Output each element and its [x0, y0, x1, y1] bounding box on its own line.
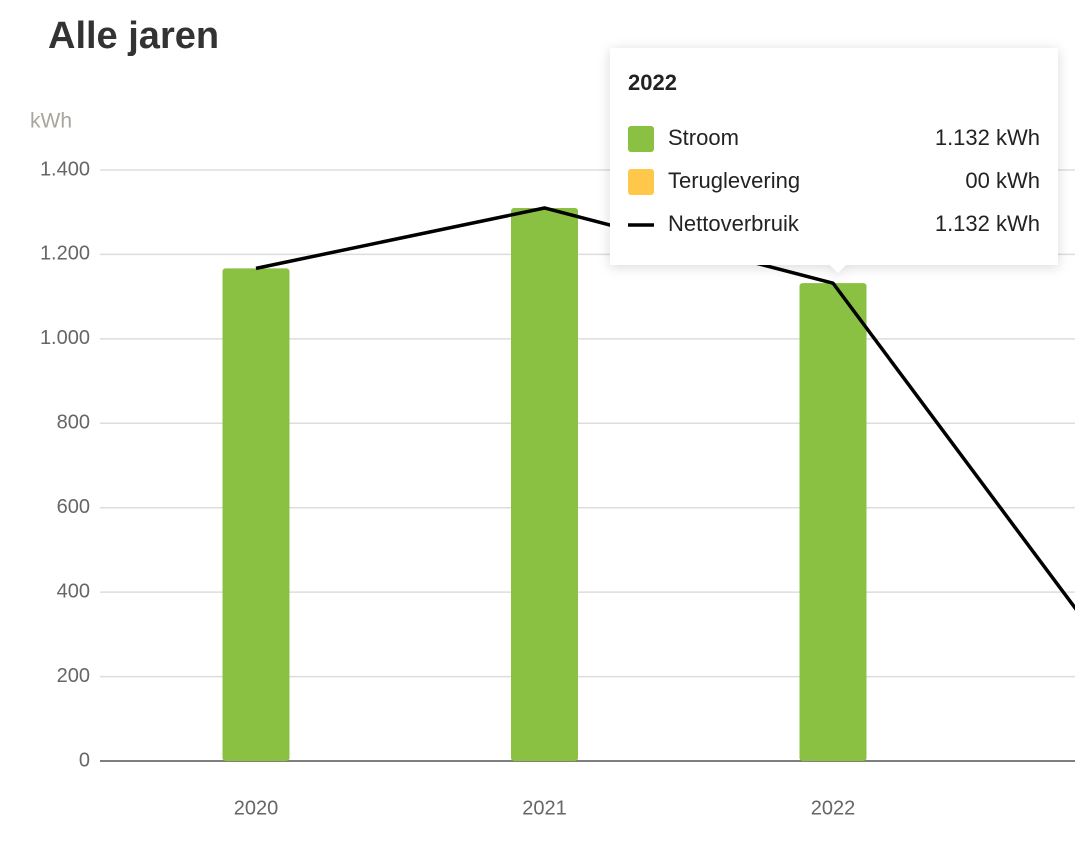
bar — [511, 207, 578, 761]
tooltip-value: 1.132 kWh — [935, 125, 1040, 150]
y-tick-label: 600 — [57, 496, 90, 518]
x-tick-label: 2020 — [234, 797, 279, 819]
tooltip-value: 00 kWh — [965, 168, 1040, 193]
legend-label: Teruglevering — [668, 168, 800, 193]
y-tick-label: 400 — [57, 580, 90, 602]
y-tick-label: 1.200 — [40, 243, 90, 265]
legend-label: Nettoverbruik — [668, 211, 800, 236]
y-tick-label: 1.000 — [40, 327, 90, 349]
tooltip-title: 2022 — [628, 70, 677, 95]
bar — [222, 268, 290, 761]
tooltip-value: 1.132 kWh — [935, 211, 1040, 236]
tooltip-box — [610, 48, 1058, 273]
legend-label: Stroom — [668, 125, 739, 150]
legend-swatch — [628, 126, 654, 152]
y-tick-label: 1.400 — [40, 158, 90, 180]
bar — [799, 283, 867, 761]
y-tick-label: 0 — [79, 749, 90, 771]
line — [255, 206, 1075, 611]
legend-swatch — [628, 169, 654, 195]
y-tick-label: 200 — [57, 665, 90, 687]
tooltip: 2022 Stroom 1.132 kWh Teruglevering 00 kWh N… — [610, 48, 1058, 273]
x-tick-label: 2022 — [811, 797, 856, 819]
y-tick-label: 800 — [57, 412, 90, 434]
x-tick-label: 2021 — [522, 797, 567, 819]
chart-title: Alle jaren — [48, 15, 219, 57]
y-axis-label: kWh — [30, 110, 72, 133]
